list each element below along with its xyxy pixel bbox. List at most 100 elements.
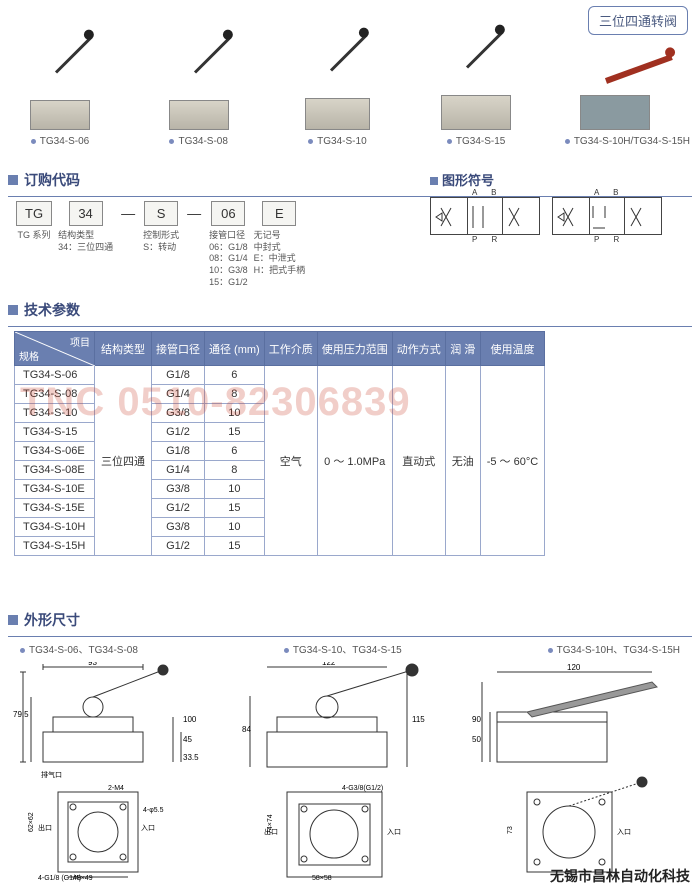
valve-icon bbox=[441, 95, 511, 130]
code-segment-control: S bbox=[144, 201, 178, 226]
th-diameter: 通径 (mm) bbox=[205, 332, 265, 366]
svg-text:50: 50 bbox=[472, 735, 481, 744]
section-title: 图形符号 bbox=[442, 173, 494, 188]
dimension-drawing: 122 84 115 入口 出口 58×58 74×74 4-G3/8(G1/2… bbox=[242, 662, 457, 885]
cell-diameter: 10 bbox=[205, 518, 265, 537]
cell-model: TG34-S-15E bbox=[15, 499, 95, 518]
product-item: TG34-S-10 bbox=[287, 40, 387, 147]
product-label: TG34-S-10H/TG34-S-15H bbox=[574, 136, 690, 147]
th-diagonal: 项目 规格 bbox=[15, 332, 95, 366]
svg-text:入口: 入口 bbox=[141, 824, 155, 832]
code-segment-suffix: E bbox=[262, 201, 296, 226]
pneumatic-symbol-icon: A B P R bbox=[552, 197, 662, 235]
cell-port: G1/2 bbox=[152, 537, 205, 556]
cell-diameter: 6 bbox=[205, 366, 265, 385]
valve-icon bbox=[169, 100, 229, 130]
pneumatic-symbol-icon: A B P R bbox=[430, 197, 540, 235]
spec-table: 项目 规格 结构类型 接管口径 通径 (mm) 工作介质 使用压力范围 动作方式… bbox=[14, 331, 545, 556]
cell-model: TG34-S-10E bbox=[15, 480, 95, 499]
cell-diameter: 15 bbox=[205, 423, 265, 442]
table-row: TG34-S-06三位四通G1/86空气0 ～ 1.0MPa直动式无油-5 ～ … bbox=[15, 366, 545, 385]
svg-text:4-G1/8 (G1/4): 4-G1/8 (G1/4) bbox=[38, 875, 81, 882]
th-lube: 润 滑 bbox=[445, 332, 480, 366]
footer-company: 无锡市昌林自动化科技 bbox=[550, 866, 690, 886]
th-temp: 使用温度 bbox=[480, 332, 544, 366]
dim-label: TG34-S-10、TG34-S-15 bbox=[293, 645, 402, 656]
product-label: TG34-S-10 bbox=[317, 136, 366, 147]
code-segment-port: 06 bbox=[211, 201, 245, 226]
cell-port: G3/8 bbox=[152, 518, 205, 537]
svg-text:排气口: 排气口 bbox=[41, 770, 62, 779]
svg-text:33.5: 33.5 bbox=[183, 753, 199, 762]
cell-pressure: 0 ～ 1.0MPa bbox=[317, 366, 392, 556]
product-label: TG34-S-06 bbox=[40, 136, 89, 147]
dim-label: TG34-S-10H、TG34-S-15H bbox=[557, 645, 680, 656]
th-pressure: 使用压力范围 bbox=[317, 332, 392, 366]
product-label: TG34-S-15 bbox=[456, 136, 505, 147]
svg-text:84: 84 bbox=[242, 725, 251, 734]
svg-text:入口: 入口 bbox=[387, 828, 401, 836]
dash: — bbox=[119, 201, 137, 225]
cell-medium: 空气 bbox=[264, 366, 317, 556]
cell-action: 直动式 bbox=[392, 366, 445, 556]
product-item: TG34-S-15 bbox=[426, 40, 526, 147]
cell-diameter: 6 bbox=[205, 442, 265, 461]
svg-text:62×62: 62×62 bbox=[28, 812, 35, 832]
cell-model: TG34-S-10 bbox=[15, 404, 95, 423]
dimension-drawing: 93 79.5 100 45 33.5 排气口 入口 出口 2-M4 4-φ5.… bbox=[13, 662, 228, 885]
svg-text:93: 93 bbox=[88, 662, 97, 667]
svg-text:4-φ5.5: 4-φ5.5 bbox=[143, 807, 164, 814]
cell-diameter: 15 bbox=[205, 537, 265, 556]
svg-text:115: 115 bbox=[412, 715, 425, 724]
dimension-drawing: 120 90 50 入口 73 bbox=[472, 662, 687, 885]
cell-diameter: 10 bbox=[205, 404, 265, 423]
valve-icon bbox=[30, 100, 90, 130]
svg-text:120: 120 bbox=[567, 663, 581, 672]
cell-struct: 三位四通 bbox=[95, 366, 152, 556]
cell-model: TG34-S-08 bbox=[15, 385, 95, 404]
product-gallery: TG34-S-06 TG34-S-08 TG34-S-10 TG34-S-15 … bbox=[10, 40, 690, 147]
category-badge: 三位四通转阀 bbox=[588, 6, 688, 35]
dim-label: TG34-S-06、TG34-S-08 bbox=[29, 645, 138, 656]
cell-port: G1/2 bbox=[152, 423, 205, 442]
ordering-section: 订购代码 TG TG 系列 34 结构类型 34：三位四通 — S 控制形式 S… bbox=[0, 170, 700, 288]
valve-icon bbox=[580, 95, 650, 130]
product-item: TG34-S-06 bbox=[10, 40, 110, 147]
svg-text:4-G3/8(G1/2): 4-G3/8(G1/2) bbox=[342, 785, 383, 792]
cell-lube: 无油 bbox=[445, 366, 480, 556]
cell-port: G1/4 bbox=[152, 385, 205, 404]
code-desc: 控制形式 S：转动 bbox=[143, 230, 179, 253]
section-title: 技术参数 bbox=[24, 300, 80, 320]
valve-icon bbox=[305, 98, 370, 130]
product-item: TG34-S-10H/TG34-S-15H bbox=[565, 40, 690, 147]
svg-text:入口: 入口 bbox=[617, 828, 631, 836]
cell-diameter: 8 bbox=[205, 385, 265, 404]
svg-text:58×58: 58×58 bbox=[312, 875, 332, 882]
cell-port: G3/8 bbox=[152, 404, 205, 423]
cell-temp: -5 ～ 60°C bbox=[480, 366, 544, 556]
svg-text:122: 122 bbox=[322, 662, 336, 667]
dimensions-section: 外形尺寸 TG34-S-06、TG34-S-08 TG34-S-10、TG34-… bbox=[0, 610, 700, 885]
tech-section: 技术参数 项目 规格 结构类型 接管口径 通径 (mm) 工作介质 使用压力范围… bbox=[0, 300, 700, 556]
cell-diameter: 8 bbox=[205, 461, 265, 480]
svg-text:74×74: 74×74 bbox=[267, 814, 274, 834]
section-title: 订购代码 bbox=[24, 170, 80, 190]
dash: — bbox=[185, 201, 203, 225]
cell-port: G1/4 bbox=[152, 461, 205, 480]
svg-text:100: 100 bbox=[183, 715, 197, 724]
cell-model: TG34-S-10H bbox=[15, 518, 95, 537]
th-medium: 工作介质 bbox=[264, 332, 317, 366]
svg-text:73: 73 bbox=[507, 826, 514, 834]
cell-port: G1/8 bbox=[152, 442, 205, 461]
cell-diameter: 10 bbox=[205, 480, 265, 499]
product-label: TG34-S-08 bbox=[178, 136, 227, 147]
cell-port: G1/8 bbox=[152, 366, 205, 385]
code-desc: 结构类型 34：三位四通 bbox=[58, 230, 113, 253]
svg-text:出口: 出口 bbox=[38, 823, 52, 832]
cell-diameter: 15 bbox=[205, 499, 265, 518]
product-item: TG34-S-08 bbox=[149, 40, 249, 147]
code-desc: 接管口径 06：G1/8 08：G1/4 10：G3/8 15：G1/2 bbox=[209, 230, 248, 288]
th-struct: 结构类型 bbox=[95, 332, 152, 366]
code-segment-series: TG bbox=[16, 201, 52, 226]
cell-port: G3/8 bbox=[152, 480, 205, 499]
